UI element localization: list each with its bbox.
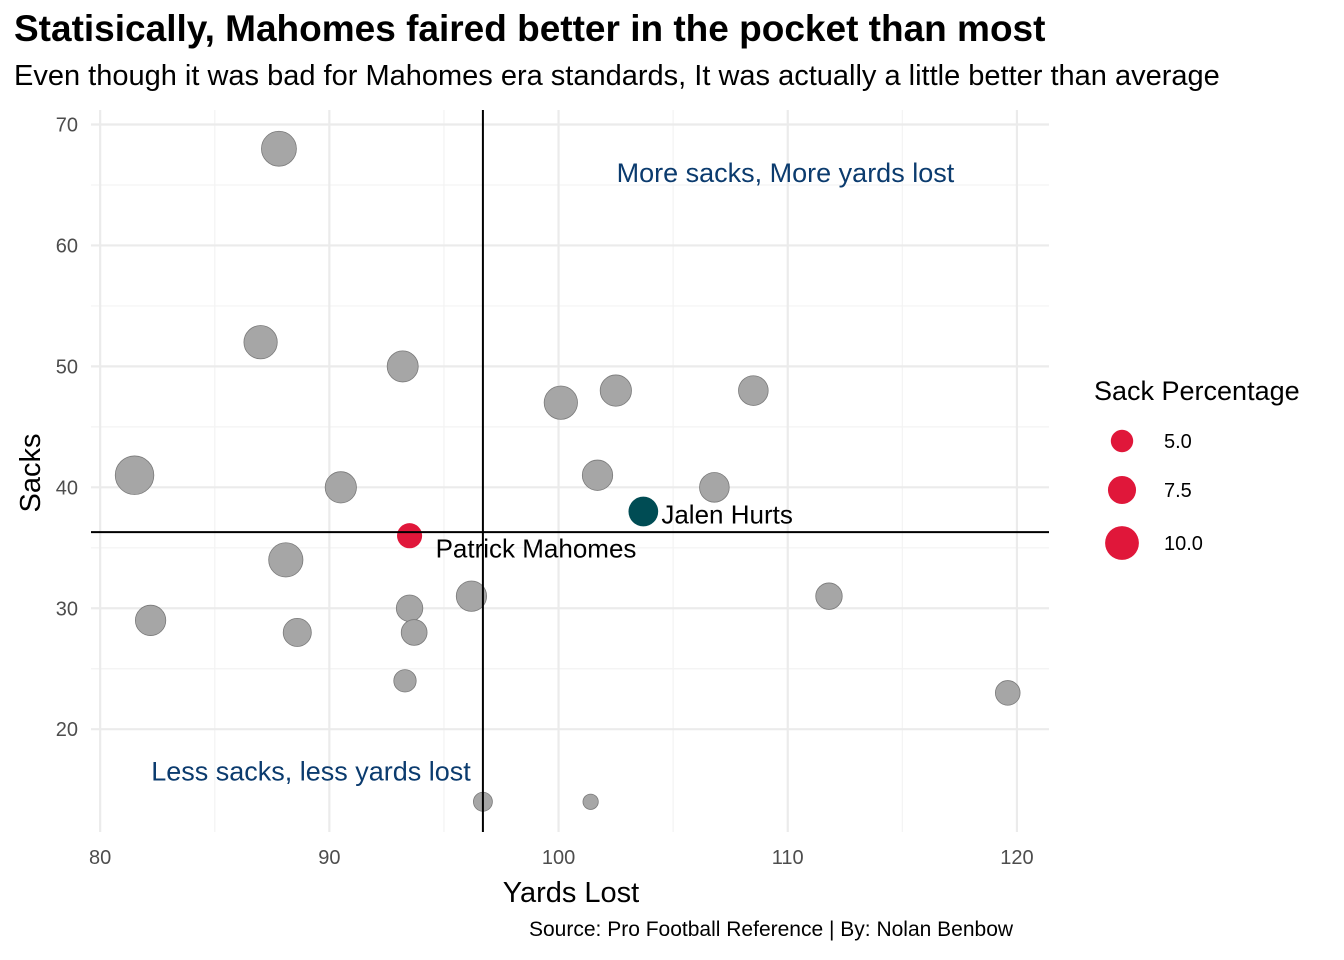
x-tick-label: 120: [1000, 847, 1033, 869]
data-point: [114, 455, 155, 495]
legend-label: 5.0: [1164, 431, 1192, 453]
data-point: [395, 594, 424, 622]
y-tick-label: 70: [56, 115, 78, 137]
quadrant-label-top-right: More sacks, More yards lost: [617, 158, 955, 188]
y-tick-label: 50: [56, 356, 78, 378]
legend-title: Sack Percentage: [1094, 376, 1300, 406]
y-tick-label: 60: [56, 235, 78, 257]
data-point: [282, 618, 312, 647]
x-tick-label: 110: [772, 847, 804, 869]
data-point: [543, 385, 578, 420]
grid-lines: [91, 110, 1049, 832]
x-axis-title: Yards Lost: [503, 877, 639, 909]
legend-key: [1105, 526, 1139, 560]
data-point: [738, 375, 769, 406]
chart-title: Statisically, Mahomes faired better in t…: [14, 8, 1046, 49]
label-patrick-mahomes: Patrick Mahomes: [436, 534, 637, 564]
reference-lines: [91, 110, 1049, 832]
data-point: [699, 472, 730, 503]
y-axis-title: Sacks: [15, 434, 47, 513]
tick-labels: 80 90 100 110 120 20 30 40 50 60 70: [56, 115, 1034, 869]
x-tick-label: 100: [542, 847, 575, 869]
data-point: [995, 680, 1021, 706]
data-point: [393, 669, 417, 693]
data-point: [324, 471, 357, 504]
data-point: [261, 130, 297, 167]
x-tick-label: 80: [89, 847, 111, 869]
chart-subtitle: Even though it was bad for Mahomes era s…: [14, 60, 1220, 92]
annotations: More sacks, More yards lost Less sacks, l…: [151, 158, 955, 787]
y-tick-label: 40: [56, 477, 78, 499]
data-point: [400, 619, 428, 646]
legend-key: [1107, 475, 1137, 505]
legend-key: [1110, 429, 1134, 453]
data-point: [582, 793, 599, 810]
data-point: [134, 604, 167, 636]
data-points: [114, 130, 1021, 812]
data-point: [243, 325, 278, 360]
x-tick-label: 90: [318, 847, 340, 869]
data-point: [268, 542, 304, 578]
point-jalen-hurts: [628, 496, 659, 527]
point-patrick-mahomes: [397, 523, 423, 549]
data-point: [455, 580, 488, 612]
legend-label: 7.5: [1164, 480, 1192, 502]
data-point: [581, 459, 614, 491]
quadrant-label-bottom-left: Less sacks, less yards lost: [151, 757, 471, 787]
y-tick-label: 20: [56, 719, 78, 741]
label-jalen-hurts: Jalen Hurts: [661, 500, 793, 530]
data-point: [815, 582, 843, 610]
data-point: [386, 350, 419, 383]
legend: Sack Percentage 5.0 7.5 10.0: [1094, 376, 1300, 560]
source-caption: Source: Pro Football Reference | By: Nol…: [529, 918, 1014, 941]
y-tick-label: 30: [56, 598, 78, 620]
legend-label: 10.0: [1164, 533, 1203, 555]
data-point: [599, 374, 632, 407]
